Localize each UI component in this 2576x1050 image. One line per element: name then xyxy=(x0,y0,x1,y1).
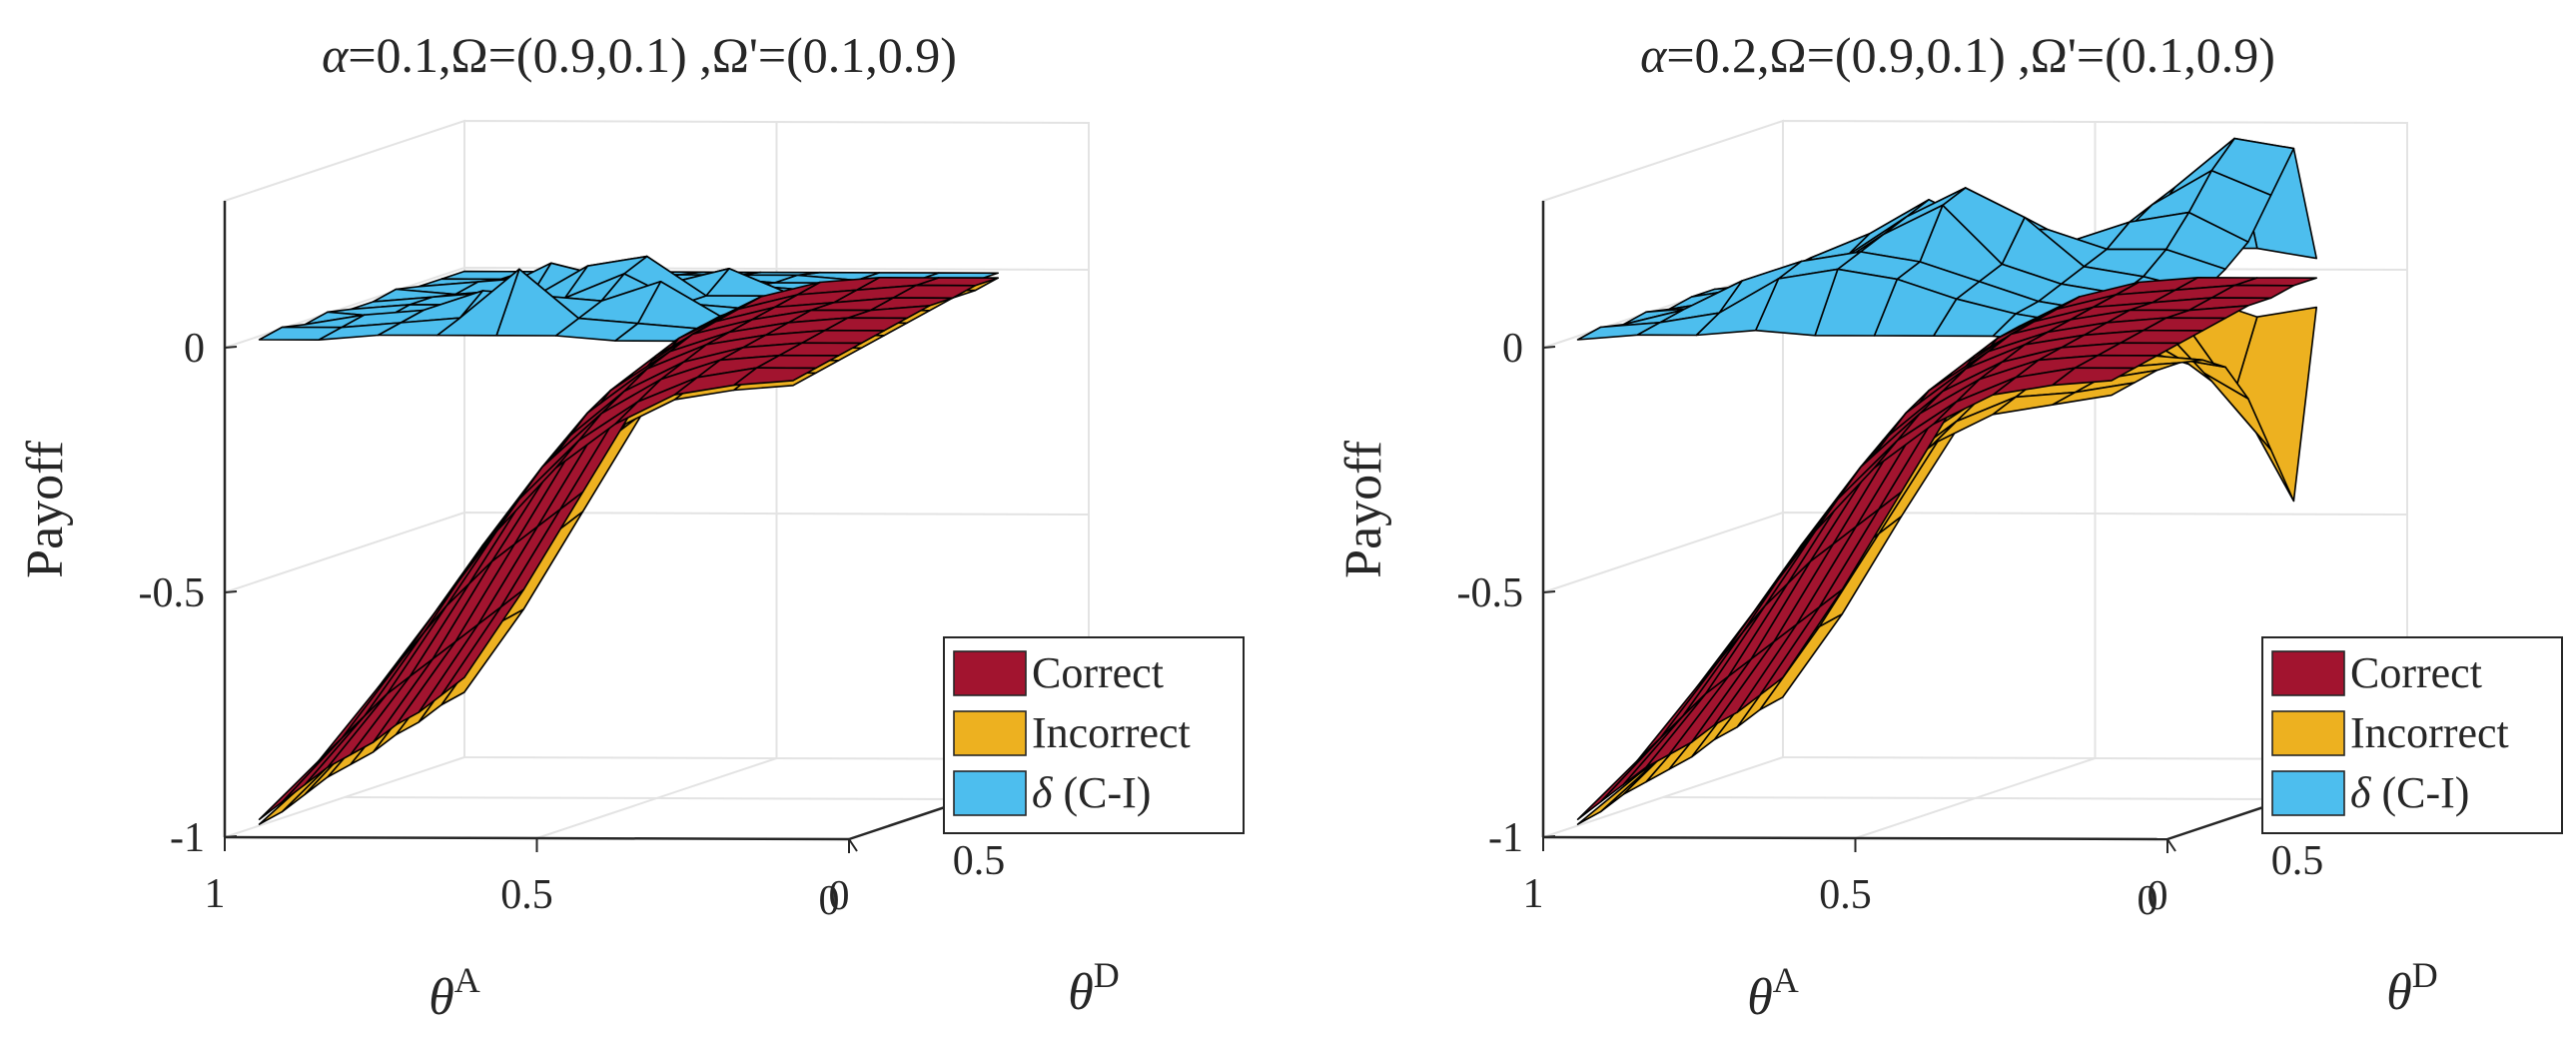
legend-label-correct: Correct xyxy=(1032,648,1164,697)
surface-patch-delta xyxy=(1576,321,1661,341)
floor-gridline xyxy=(344,796,970,800)
x-axis-label: θA xyxy=(1747,960,1799,1026)
chart-title: α=0.1,Ω=(0.9,0.1) ,Ω'=(0.1,0.9) xyxy=(322,27,957,83)
x-axis-label: θA xyxy=(429,960,480,1026)
x-axis-label-symbol: θ xyxy=(1747,969,1773,1026)
y-axis-label: θD xyxy=(1068,955,1120,1021)
y-axis-label-symbol: θ xyxy=(1068,964,1094,1021)
y-tick-label: 0.5 xyxy=(953,838,1006,884)
legend: Correct Incorrect δ (C-I) xyxy=(2261,636,2563,834)
surface-correct xyxy=(1576,276,2317,821)
y-axis-label-symbol: θ xyxy=(2386,964,2412,1021)
legend-label-correct: Correct xyxy=(2350,648,2482,697)
legend-label-delta: δ (C-I) xyxy=(2350,768,2469,817)
chart-panel-1: 0-0.5-110.5000.51PayoffθAθDα=0.1,Ω=(0.9,… xyxy=(17,27,1245,1026)
z-tick xyxy=(1542,835,1556,838)
chart-title-text: =0.1,Ω=(0.9,0.1) ,Ω'=(0.1,0.9) xyxy=(348,27,957,83)
z-tick xyxy=(224,835,238,838)
x-axis-label-symbol: θ xyxy=(429,969,454,1026)
y-axis-label-sup: D xyxy=(2412,955,2438,995)
legend-delta-text: (C-I) xyxy=(2370,768,2469,817)
y-axis-label-sup: D xyxy=(1094,955,1120,995)
legend-swatch-incorrect xyxy=(2271,710,2345,756)
z-tick xyxy=(224,590,238,593)
legend-swatch-correct xyxy=(953,650,1027,696)
y-tick-label: 0 xyxy=(2138,878,2158,924)
legend-swatch-delta xyxy=(2271,770,2345,816)
chart-title-symbol: α xyxy=(1640,27,1668,83)
y-tick xyxy=(848,838,858,852)
legend-delta-symbol: δ xyxy=(2350,768,2372,817)
y-tick xyxy=(2166,838,2176,852)
x-tick-label: 1 xyxy=(205,871,226,917)
z-tick-label: -0.5 xyxy=(139,570,206,616)
chart-title-text: =0.2,Ω=(0.9,0.1) ,Ω'=(0.1,0.9) xyxy=(1666,27,2275,83)
y-tick-label: 0 xyxy=(819,878,840,924)
legend-label-incorrect: Incorrect xyxy=(1032,708,1191,757)
surface-patch-correct xyxy=(1576,737,1661,821)
floor-gridline xyxy=(1662,796,2288,800)
x-axis-label-sup: A xyxy=(454,960,480,1000)
legend-label-delta: δ (C-I) xyxy=(1032,768,1151,817)
legend-label-incorrect: Incorrect xyxy=(2350,708,2509,757)
surface-patch-delta xyxy=(258,326,343,342)
x-tick-label: 0 xyxy=(2147,873,2168,919)
chart-title-symbol: α xyxy=(322,27,350,83)
surface-patch-correct xyxy=(258,737,343,821)
legend-swatch-incorrect xyxy=(953,710,1027,756)
surface-delta xyxy=(1576,137,2317,343)
legend-swatch-correct xyxy=(2271,650,2345,696)
x-tick-label: 0 xyxy=(829,873,850,919)
z-tick xyxy=(224,346,238,349)
z-axis-label: Payoff xyxy=(17,440,74,577)
legend-swatch-delta xyxy=(953,770,1027,816)
z-tick-label: 0 xyxy=(1502,326,1523,372)
y-axis-label: θD xyxy=(2386,955,2438,1021)
z-tick-label: -0.5 xyxy=(1457,570,1524,616)
z-gridline xyxy=(1542,511,2408,593)
z-tick-label: 0 xyxy=(184,326,205,372)
z-tick-label: -1 xyxy=(1488,815,1523,861)
chart-panel-2: 0-0.5-110.5000.51PayoffθAθDα=0.2,Ω=(0.9,… xyxy=(1335,27,2563,1026)
surface-correct xyxy=(258,276,1000,821)
legend: Correct Incorrect δ (C-I) xyxy=(943,636,1245,834)
y-tick-label: 0.5 xyxy=(2271,838,2324,884)
legend-delta-text: (C-I) xyxy=(1052,768,1151,817)
z-tick xyxy=(1542,346,1556,349)
x-tick-label: 1 xyxy=(1523,871,1544,917)
chart-title: α=0.2,Ω=(0.9,0.1) ,Ω'=(0.1,0.9) xyxy=(1640,27,2275,83)
z-tick-label: -1 xyxy=(170,815,205,861)
legend-delta-symbol: δ xyxy=(1032,768,1054,817)
x-tick-label: 0.5 xyxy=(1819,872,1872,918)
x-tick-label: 0.5 xyxy=(500,872,553,918)
z-gridline xyxy=(224,266,1090,349)
z-gridline xyxy=(224,511,1090,593)
z-axis-label: Payoff xyxy=(1335,440,1392,577)
x-axis-label-sup: A xyxy=(1773,960,1799,1000)
z-tick xyxy=(1542,590,1556,593)
